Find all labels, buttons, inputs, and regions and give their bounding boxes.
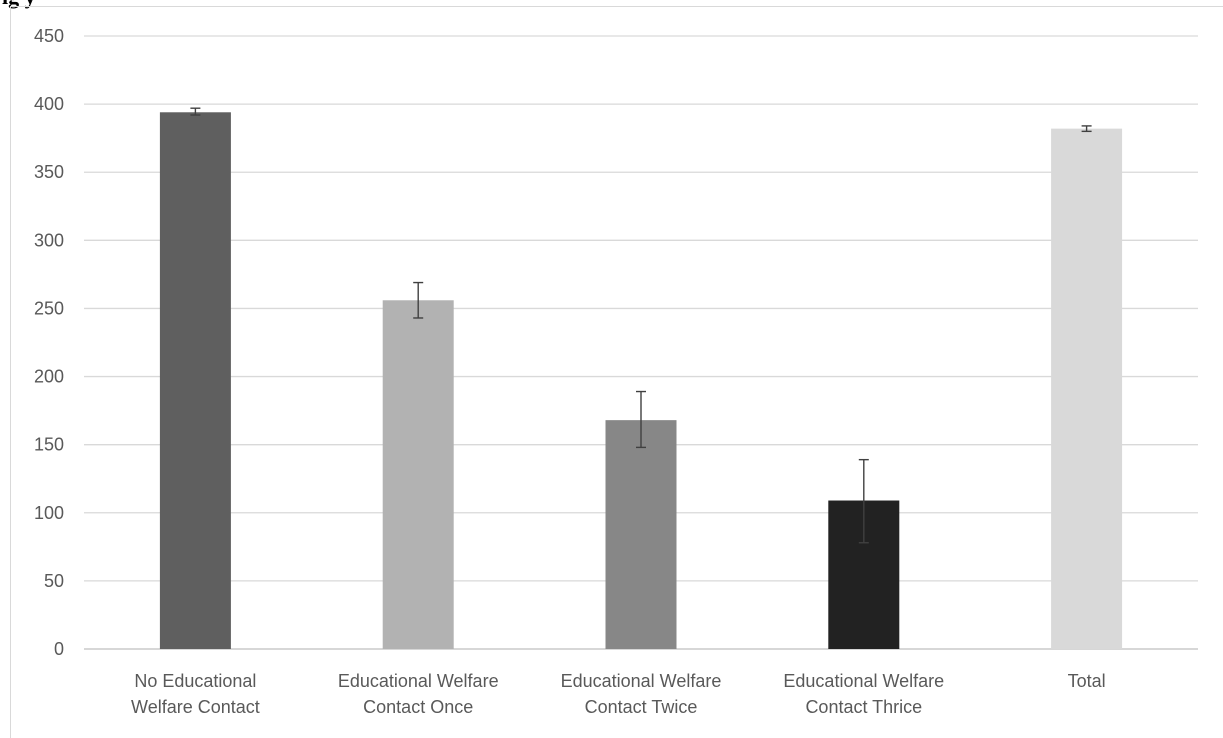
y-tick-label: 200 (34, 367, 64, 387)
x-category-label: Educational Welfare Contact Thrice (783, 671, 944, 717)
chart-frame-left (10, 6, 11, 738)
bar (1051, 128, 1123, 649)
x-category-label-line: Educational Welfare (783, 671, 944, 691)
error-bar (413, 281, 424, 319)
y-tick-label: 350 (34, 162, 64, 182)
error-bar (858, 458, 869, 544)
bar (159, 112, 231, 650)
y-axis-tick-labels: 0 50 100 150 200 250 300 350 400 450 (34, 26, 64, 659)
x-category-label-line: Educational Welfare (338, 671, 499, 691)
error-bar (1081, 125, 1092, 133)
y-tick-label: 400 (34, 94, 64, 114)
error-bar (190, 107, 201, 116)
x-category-label: Educational Welfare Contact Once (338, 671, 499, 717)
figure-caption-fragment: ig y (2, 0, 36, 8)
x-category-label-line: Total (1068, 671, 1106, 691)
x-category-label-line: Welfare Contact (131, 697, 260, 717)
y-tick-label: 450 (34, 26, 64, 46)
x-category-label-line: Contact Once (363, 697, 473, 717)
error-bars (190, 107, 1092, 544)
y-tick-label: 0 (54, 639, 64, 659)
x-category-label-line: Contact Thrice (805, 697, 922, 717)
chart-frame-top (10, 6, 1223, 7)
bar (382, 300, 454, 649)
y-tick-label: 50 (44, 571, 64, 591)
x-category-label: Total (1068, 671, 1106, 691)
y-tick-label: 250 (34, 298, 64, 318)
x-category-label-line: Educational Welfare (561, 671, 722, 691)
error-bar (636, 390, 646, 449)
x-category-label-line: No Educational (134, 671, 256, 691)
x-category-label-line: Contact Twice (585, 697, 698, 717)
x-category-label: Educational Welfare Contact Twice (561, 671, 722, 717)
x-category-label: No Educational Welfare Contact (131, 671, 260, 717)
x-axis-category-labels: No Educational Welfare Contact Educational… (131, 671, 1106, 717)
y-tick-label: 300 (34, 230, 64, 250)
bar (605, 420, 677, 649)
bars (159, 112, 1123, 650)
y-tick-label: 100 (34, 503, 64, 523)
y-tick-label: 150 (34, 435, 64, 455)
